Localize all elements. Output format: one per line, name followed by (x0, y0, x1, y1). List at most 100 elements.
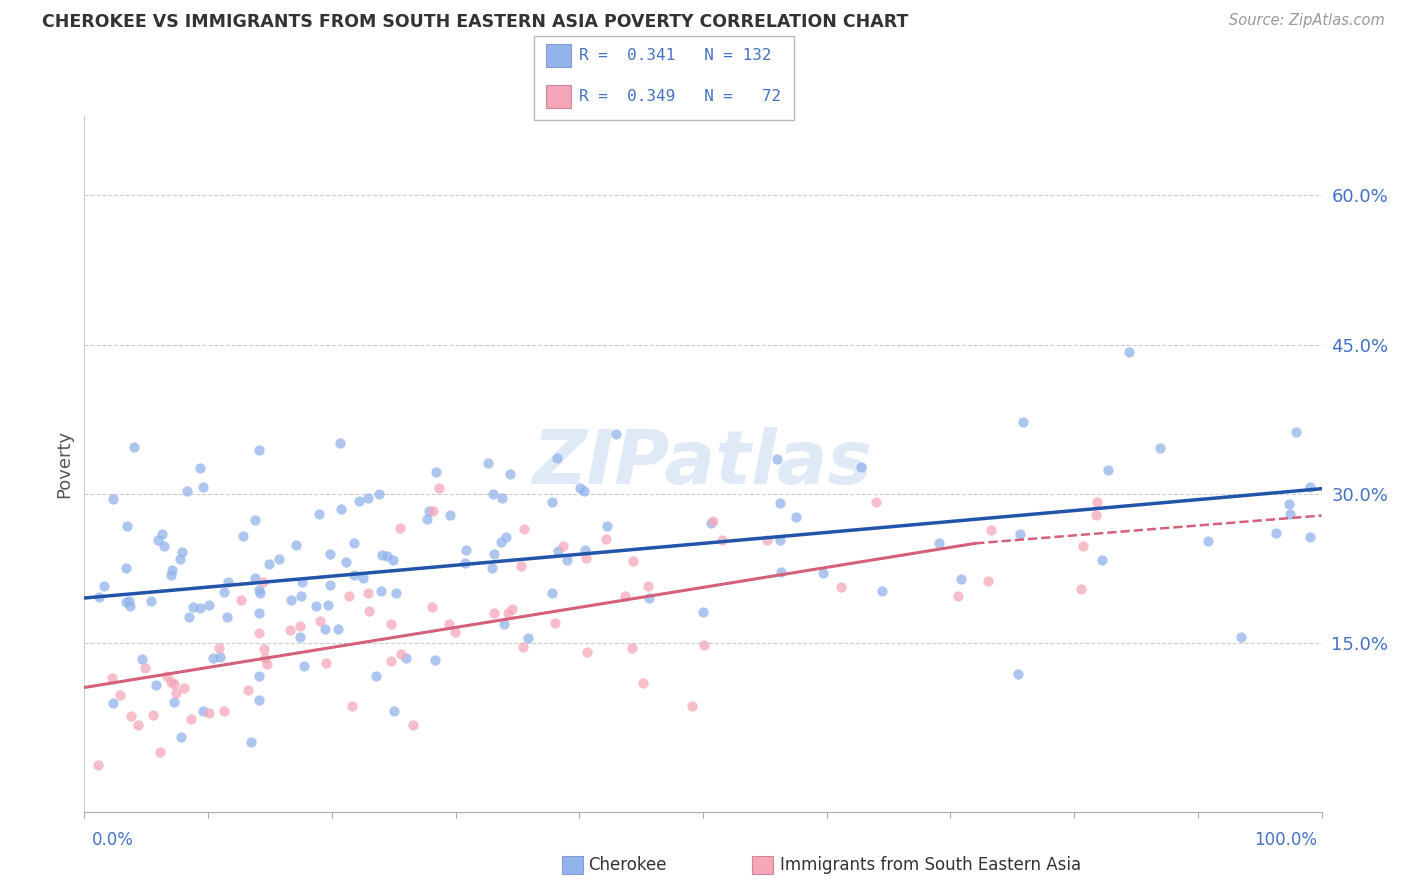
Point (1007, 667, 1029, 681)
Text: Source: ZipAtlas.com: Source: ZipAtlas.com (1229, 13, 1385, 29)
Point (516, 631, 538, 645)
Point (1299, 480, 1322, 494)
Point (249, 582, 271, 597)
Point (169, 552, 191, 566)
Point (329, 502, 352, 516)
Point (314, 623, 336, 637)
Point (546, 450, 568, 465)
Point (249, 626, 271, 640)
Point (482, 487, 505, 501)
Point (380, 654, 402, 668)
Point (208, 650, 231, 665)
Point (193, 480, 215, 494)
Point (239, 735, 262, 749)
Point (770, 565, 793, 579)
Text: 100.0%: 100.0% (1254, 831, 1317, 849)
Point (1012, 415, 1035, 429)
Point (249, 585, 271, 599)
Point (188, 460, 211, 475)
Point (256, 657, 278, 671)
Point (208, 640, 231, 655)
Point (540, 586, 562, 600)
Point (870, 584, 893, 599)
Point (343, 568, 366, 582)
Point (1091, 553, 1114, 567)
Point (288, 619, 311, 633)
Point (118, 594, 141, 608)
Point (1284, 425, 1306, 439)
Point (389, 521, 412, 535)
Point (422, 504, 444, 518)
Point (621, 554, 644, 568)
Point (180, 712, 202, 726)
Point (1085, 495, 1108, 509)
Point (631, 676, 654, 690)
Point (197, 599, 219, 613)
Point (510, 559, 533, 574)
Point (547, 544, 569, 558)
Point (765, 452, 787, 467)
Point (555, 553, 578, 567)
Point (496, 606, 519, 620)
Point (127, 718, 149, 732)
Point (243, 572, 266, 586)
Point (160, 675, 183, 690)
Point (574, 543, 596, 558)
Point (494, 616, 516, 631)
Point (217, 574, 239, 589)
Point (416, 512, 439, 526)
Point (614, 589, 637, 603)
Point (308, 614, 330, 628)
Text: Cherokee: Cherokee (588, 856, 666, 874)
Point (329, 436, 352, 450)
Point (316, 598, 339, 612)
Point (482, 606, 505, 620)
Point (389, 647, 412, 661)
Point (976, 574, 998, 588)
Point (367, 487, 389, 501)
Point (1118, 345, 1140, 359)
Point (382, 704, 405, 718)
Point (1070, 582, 1092, 596)
Point (1298, 530, 1320, 544)
Point (366, 668, 388, 682)
Text: Immigrants from South Eastern Asia: Immigrants from South Eastern Asia (780, 856, 1081, 874)
Point (928, 535, 950, 549)
Point (176, 483, 198, 498)
Point (163, 695, 186, 709)
Text: R =  0.349   N =   72: R = 0.349 N = 72 (579, 89, 782, 103)
Point (572, 484, 595, 499)
Point (499, 467, 522, 482)
Point (247, 607, 270, 621)
Point (328, 622, 350, 636)
Text: R =  0.341   N = 132: R = 0.341 N = 132 (579, 48, 772, 62)
Point (278, 623, 301, 637)
Point (291, 575, 314, 590)
Point (551, 540, 574, 554)
Point (214, 585, 236, 599)
Point (156, 668, 179, 682)
Point (103, 492, 125, 507)
Point (153, 539, 176, 553)
Point (370, 584, 392, 599)
Point (236, 683, 259, 698)
Point (702, 514, 724, 528)
Point (232, 529, 254, 543)
Point (1097, 463, 1119, 477)
Point (444, 625, 467, 640)
Y-axis label: Poverty: Poverty (55, 430, 73, 498)
Point (115, 561, 138, 575)
Point (370, 548, 392, 562)
Point (173, 681, 195, 695)
Point (335, 555, 357, 569)
Point (253, 641, 276, 656)
Point (402, 718, 425, 732)
Point (385, 585, 408, 599)
Point (87, 590, 110, 604)
Point (437, 616, 460, 631)
Point (357, 491, 380, 506)
Point (247, 669, 270, 683)
Point (305, 599, 328, 614)
Point (347, 494, 370, 508)
Point (425, 465, 447, 479)
